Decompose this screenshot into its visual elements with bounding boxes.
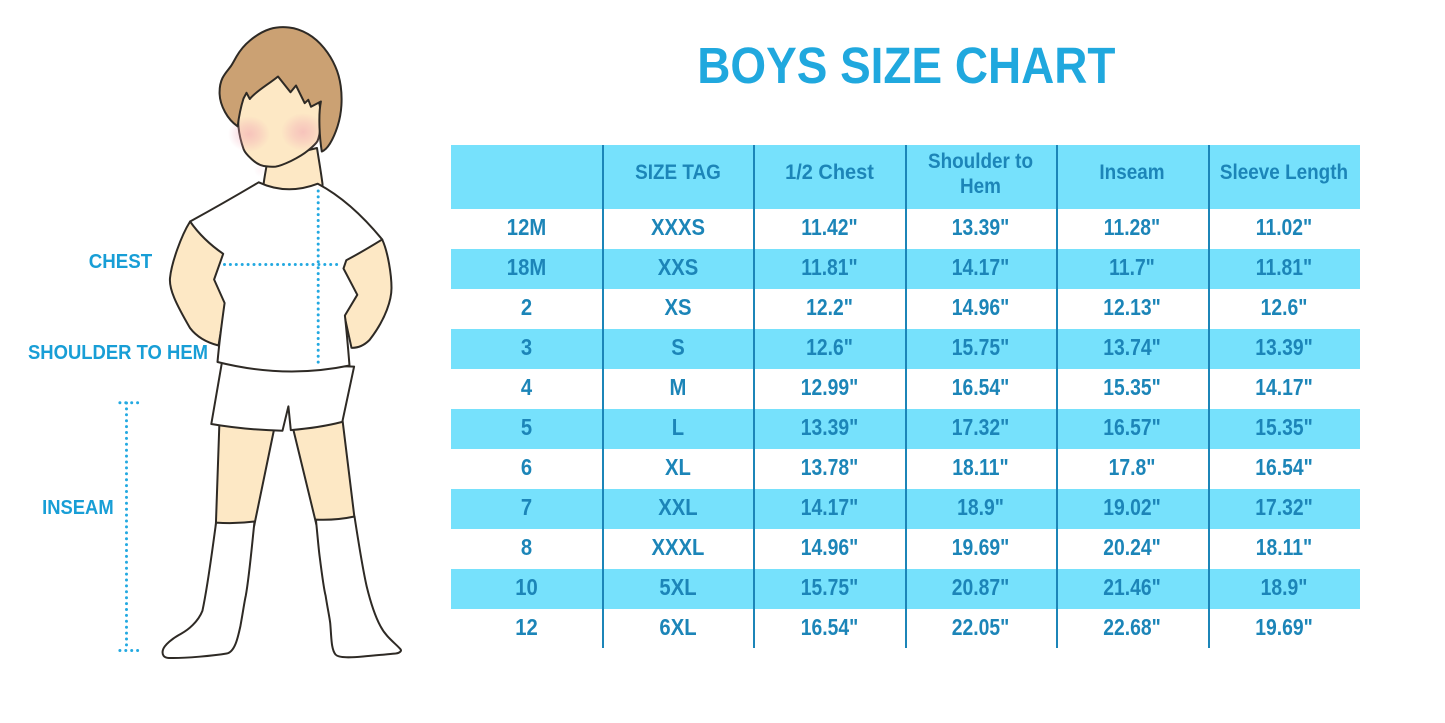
svg-text:INSEAM: INSEAM [42,497,114,519]
svg-text:CHEST: CHEST [89,251,153,273]
svg-text:SHOULDER TO HEM: SHOULDER TO HEM [28,342,208,364]
